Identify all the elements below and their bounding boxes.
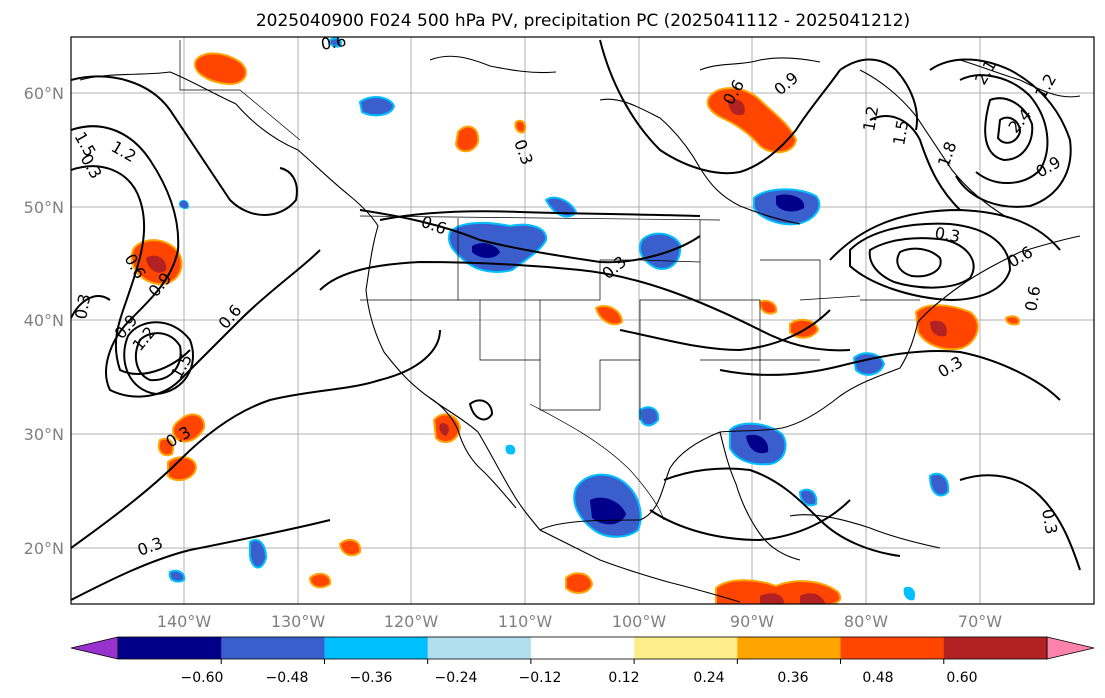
colorbar-cell <box>221 637 325 659</box>
colorbar-tick-label: 0.36 <box>777 670 808 686</box>
contour-label: 0.3 <box>933 223 961 246</box>
lat-label: 50°N <box>24 198 64 217</box>
colorbar-border <box>117 636 1048 660</box>
lat-label: 60°N <box>24 84 64 103</box>
contour-label: 1.2 <box>859 104 882 132</box>
contour-label: 0.3 <box>71 292 94 320</box>
longitude-labels: 140°W 130°W 120°W 110°W 100°W 90°W 80°W … <box>157 612 1002 631</box>
colorbar-cell <box>840 637 945 659</box>
latitude-labels: 60°N 50°N 40°N 30°N 20°N <box>24 84 64 558</box>
positive-anomalies <box>130 52 1020 604</box>
colorbar-cell <box>530 637 635 659</box>
lat-label: 20°N <box>24 539 64 558</box>
lat-label: 30°N <box>24 425 64 444</box>
colorbar-tick-label: −0.24 <box>435 670 478 686</box>
colorbar: −0.60 −0.48 −0.36 −0.24 −0.12 0.12 0.24 … <box>70 636 1095 686</box>
lon-label: 140°W <box>157 612 212 631</box>
colorbar-cell <box>737 637 842 659</box>
chart-title: 2025040900 F024 500 hPa PV, precipitatio… <box>256 11 910 31</box>
lat-label: 40°N <box>24 311 64 330</box>
map-frame <box>70 36 1095 605</box>
lon-label: 120°W <box>384 612 439 631</box>
colorbar-tick-label: 0.12 <box>608 670 639 686</box>
contour-label: 0.3 <box>1038 507 1061 535</box>
colorbar-extend-low <box>70 636 119 660</box>
colorbar-tick-label: −0.12 <box>519 670 562 686</box>
coastlines <box>79 55 1081 603</box>
contour-label: 0.6 <box>319 31 347 54</box>
colorbar-tick-label: −0.36 <box>350 670 393 686</box>
map-panel: 0.6 0.3 0.6 1.2 1.5 0.9 0.3 0.9 1.2 1.5 … <box>71 31 1094 604</box>
colorbar-tick-label: −0.48 <box>266 670 309 686</box>
lon-label: 70°W <box>958 612 1002 631</box>
colorbar-tick-label: 0.60 <box>946 670 977 686</box>
colorbar-tick-label: 0.24 <box>693 670 724 686</box>
lon-label: 110°W <box>498 612 553 631</box>
colorbar-cell <box>427 637 532 659</box>
colorbar-tick-label: 0.48 <box>862 670 893 686</box>
pv-contours <box>71 39 1081 601</box>
colorbar-ticks <box>220 659 945 664</box>
colorbar-cells <box>70 636 1095 660</box>
lon-label: 130°W <box>271 612 326 631</box>
colorbar-extend-high <box>1046 636 1095 660</box>
contour-label: 0.6 <box>1021 284 1044 312</box>
precip-anomalies <box>130 37 1020 604</box>
contour-label: 1.5 <box>889 118 912 146</box>
negative-anomalies <box>168 37 950 601</box>
lon-label: 90°W <box>730 612 774 631</box>
colorbar-cell <box>634 637 738 659</box>
colorbar-cell <box>324 637 429 659</box>
colorbar-tick-labels: −0.60 −0.48 −0.36 −0.24 −0.12 0.12 0.24 … <box>181 670 978 686</box>
colorbar-cell <box>118 637 222 659</box>
lon-label: 80°W <box>844 612 888 631</box>
colorbar-cell <box>943 637 1048 659</box>
colorbar-tick-label: −0.60 <box>181 670 224 686</box>
lon-label: 100°W <box>612 612 667 631</box>
